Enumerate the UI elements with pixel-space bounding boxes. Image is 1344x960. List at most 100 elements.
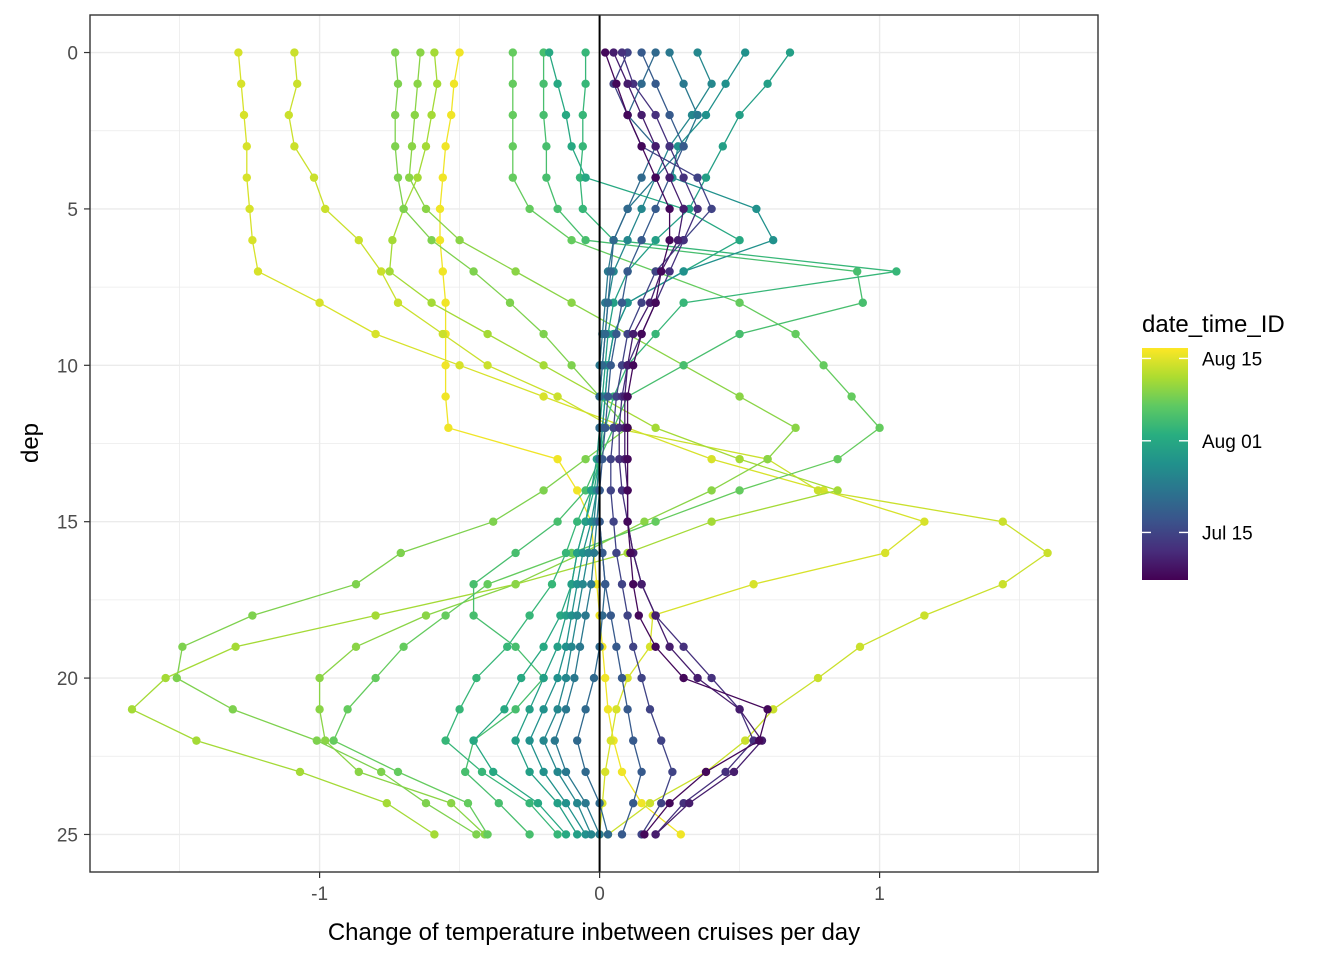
data-point bbox=[525, 830, 534, 839]
data-point bbox=[542, 142, 551, 151]
data-point bbox=[651, 48, 660, 57]
data-point bbox=[707, 486, 716, 495]
series-line bbox=[444, 52, 897, 835]
data-point bbox=[508, 48, 517, 57]
data-point bbox=[581, 798, 590, 808]
x-axis: -1 0 1 bbox=[311, 872, 885, 905]
data-point bbox=[329, 736, 338, 745]
x-tick-label: -1 bbox=[311, 884, 328, 905]
legend-title: date_time_ID bbox=[1142, 311, 1285, 338]
data-point bbox=[603, 392, 613, 401]
data-point bbox=[791, 329, 800, 339]
data-point bbox=[567, 642, 576, 652]
data-point bbox=[290, 142, 299, 151]
data-point bbox=[651, 517, 660, 526]
data-point bbox=[469, 736, 478, 745]
data-point bbox=[763, 705, 772, 714]
data-point bbox=[735, 235, 744, 245]
data-point bbox=[561, 830, 571, 839]
data-point bbox=[354, 235, 363, 245]
data-point bbox=[494, 798, 503, 808]
data-point bbox=[573, 830, 582, 839]
data-point bbox=[371, 611, 380, 620]
data-point bbox=[371, 673, 380, 683]
data-point bbox=[525, 767, 534, 777]
data-point bbox=[573, 517, 582, 526]
data-point bbox=[920, 517, 929, 526]
data-point bbox=[637, 798, 646, 808]
data-point bbox=[561, 767, 571, 777]
data-point bbox=[657, 798, 666, 808]
data-point bbox=[665, 204, 674, 214]
data-point bbox=[752, 204, 761, 214]
data-point bbox=[239, 110, 249, 120]
data-point bbox=[606, 454, 615, 464]
data-point bbox=[629, 580, 638, 589]
data-point bbox=[410, 110, 419, 120]
legend-label: Aug 01 bbox=[1202, 432, 1262, 453]
data-point bbox=[819, 361, 828, 370]
data-point bbox=[438, 173, 447, 182]
data-point bbox=[309, 173, 319, 182]
data-point bbox=[393, 79, 403, 89]
data-point bbox=[399, 642, 408, 652]
data-point bbox=[665, 798, 674, 808]
data-point bbox=[920, 611, 929, 620]
data-point bbox=[578, 110, 587, 120]
data-point bbox=[606, 611, 615, 620]
data-point bbox=[573, 611, 582, 620]
data-point bbox=[589, 548, 599, 558]
series-line bbox=[318, 52, 797, 835]
data-point bbox=[581, 454, 590, 464]
data-point bbox=[553, 392, 562, 401]
data-point bbox=[399, 204, 408, 214]
data-point bbox=[547, 580, 557, 589]
data-point bbox=[472, 830, 481, 839]
data-point bbox=[393, 173, 403, 182]
series-profile bbox=[127, 48, 842, 839]
legend: date_time_ID Aug 15 Aug 01 Jul 15 bbox=[1142, 311, 1285, 580]
data-point bbox=[539, 767, 548, 777]
data-point bbox=[651, 329, 660, 339]
data-point bbox=[561, 548, 571, 558]
series-profile bbox=[601, 48, 772, 839]
data-point bbox=[427, 110, 436, 120]
data-point bbox=[430, 48, 439, 57]
data-point bbox=[637, 298, 646, 307]
data-point bbox=[679, 173, 688, 182]
y-tick-label: 10 bbox=[57, 356, 78, 377]
data-point bbox=[651, 110, 660, 120]
data-point bbox=[553, 767, 562, 777]
data-point bbox=[651, 298, 660, 307]
data-point bbox=[284, 110, 293, 120]
data-point bbox=[567, 361, 576, 370]
data-point bbox=[640, 830, 649, 839]
data-point bbox=[601, 580, 610, 589]
data-point bbox=[729, 767, 739, 777]
data-point bbox=[679, 79, 688, 89]
data-point bbox=[561, 705, 571, 714]
data-point bbox=[161, 673, 170, 683]
data-point bbox=[601, 48, 610, 57]
legend-ticks: Aug 15 Aug 01 Jul 15 bbox=[1142, 349, 1262, 544]
data-point bbox=[634, 611, 643, 620]
data-point bbox=[603, 830, 613, 839]
data-point bbox=[542, 173, 551, 182]
data-point bbox=[575, 642, 585, 652]
data-point bbox=[718, 142, 727, 151]
data-point bbox=[511, 736, 520, 745]
data-point bbox=[637, 142, 646, 151]
data-point bbox=[525, 705, 534, 714]
data-point bbox=[567, 298, 576, 307]
data-point bbox=[617, 767, 627, 777]
data-point bbox=[623, 267, 632, 276]
data-point bbox=[735, 298, 744, 307]
data-point bbox=[178, 642, 187, 652]
data-point bbox=[511, 642, 520, 652]
y-tick-label: 0 bbox=[67, 44, 78, 65]
data-point bbox=[637, 673, 646, 683]
series-line bbox=[613, 52, 763, 835]
data-point bbox=[858, 298, 867, 307]
data-point bbox=[421, 204, 431, 214]
legend-label: Aug 15 bbox=[1202, 349, 1262, 370]
